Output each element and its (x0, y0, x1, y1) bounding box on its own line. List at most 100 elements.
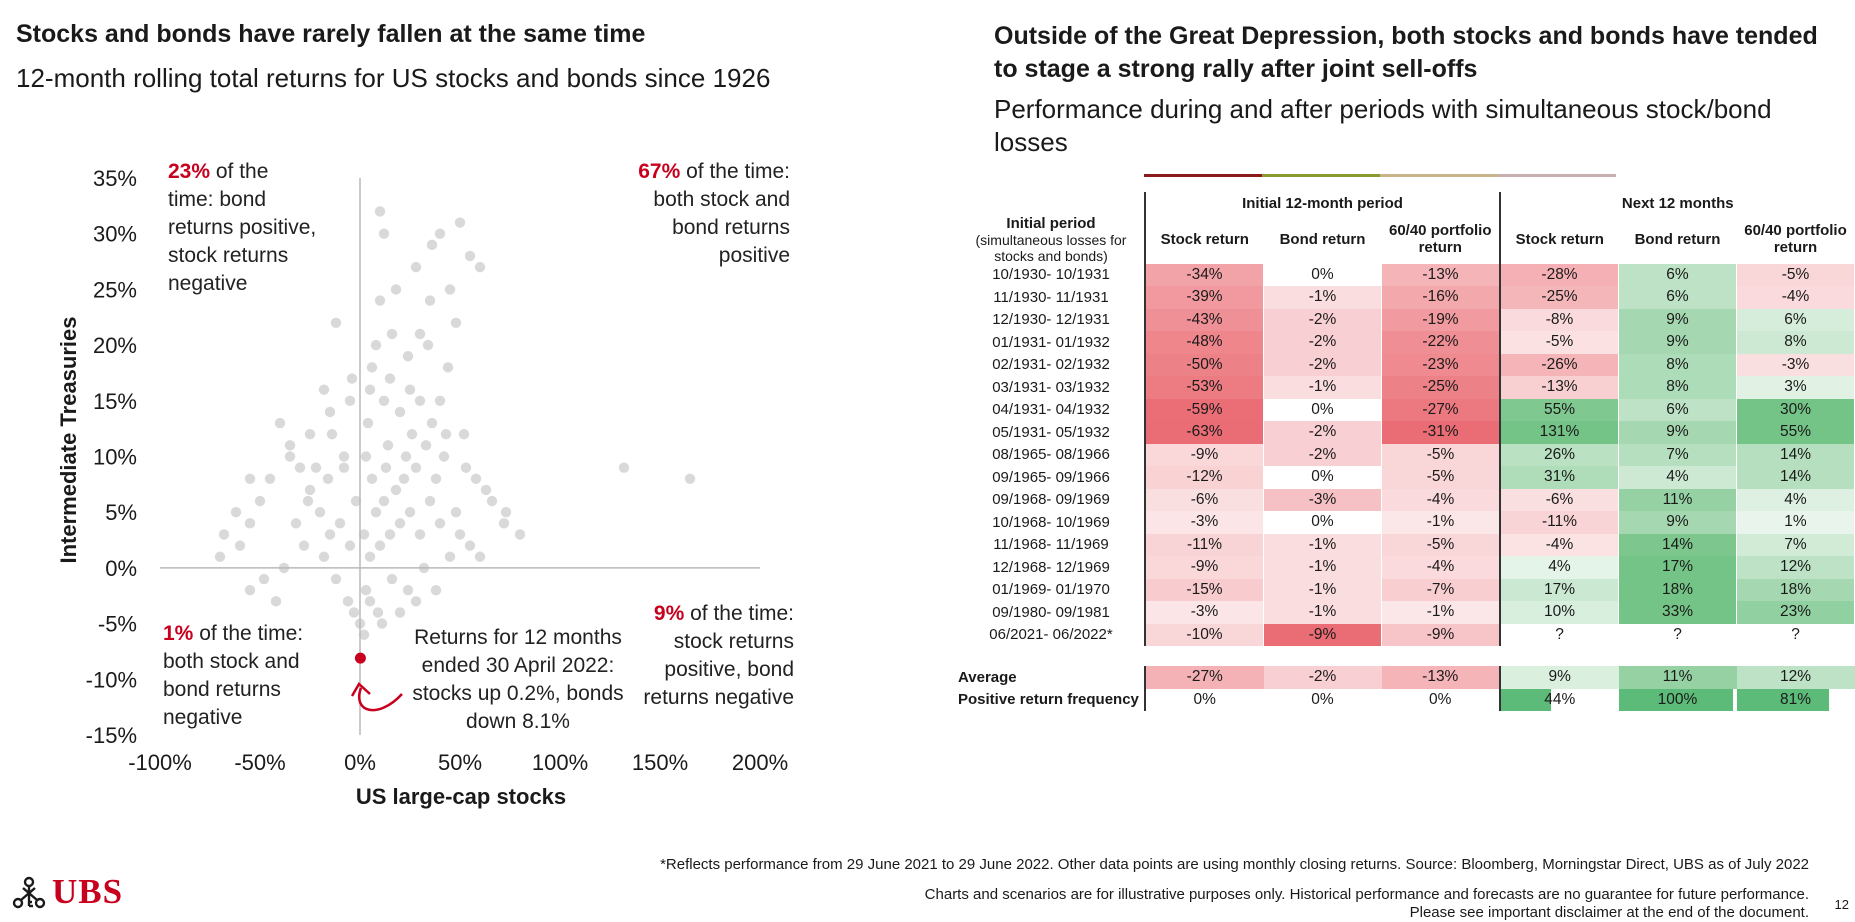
value-cell: 23% (1736, 601, 1855, 624)
scatter-point (364, 551, 376, 562)
value-cell: -2% (1263, 353, 1382, 376)
scatter-point (380, 462, 392, 473)
scatter-point (364, 384, 376, 395)
value-cell: -43% (1144, 308, 1264, 331)
scatter-point (450, 507, 462, 518)
value-cell: 30% (1736, 398, 1855, 421)
value-cell: -12% (1144, 466, 1264, 489)
value-cell: 9% (1618, 308, 1737, 331)
value-cell: -1% (1263, 286, 1382, 309)
table-row: 04/1931- 04/1932 -59% 0% -27% 55% 6% 30% (958, 398, 1855, 421)
table-row: 09/1980- 09/1981 -3% -1% -1% 10% 33% 23% (958, 601, 1855, 624)
scatter-point (414, 529, 426, 540)
value-cell: 6% (1618, 263, 1737, 286)
scatter-point (330, 573, 342, 585)
latest-text-1: Returns for 12 months (414, 626, 622, 649)
scatter-point (404, 384, 416, 395)
scatter-point (454, 529, 466, 540)
value-cell: 0% (1263, 511, 1382, 534)
value-cell: 18% (1736, 578, 1855, 601)
table-row: 02/1931- 02/1932 -50% -2% -23% -26% 8% -3% (958, 353, 1855, 376)
scatter-point (390, 484, 402, 496)
quadrant-3-text-1: of the time: (193, 622, 304, 645)
period-cell: 10/1930- 10/1931 (992, 266, 1110, 284)
scatter-point (410, 261, 422, 273)
left-chart-subtitle: 12-month rolling total returns for US st… (16, 63, 771, 93)
value-cell: -9% (1144, 556, 1264, 579)
row-header-title: Initial period (1006, 214, 1096, 232)
value-cell: -1% (1263, 601, 1382, 624)
y-tick-label: 35% (93, 166, 137, 191)
value-cell: -6% (1144, 488, 1264, 511)
table-row: 10/1968- 10/1969 -3% 0% -1% -11% 9% 1% (958, 511, 1855, 534)
quadrant-1-text-3: bond returns (672, 216, 790, 239)
scatter-point (440, 429, 452, 440)
period-cell: 08/1965- 08/1966 (992, 446, 1110, 464)
value-cell: -3% (1263, 488, 1382, 511)
y-tick-label: 5% (105, 500, 137, 525)
value-cell: -4% (1381, 488, 1501, 511)
scatter-point (464, 250, 476, 262)
value-cell: 131% (1499, 421, 1619, 444)
value-cell: -5% (1381, 466, 1501, 489)
quadrant-2-text-3: returns positive, (168, 216, 317, 239)
scatter-point (514, 529, 526, 540)
value-cell: -15% (1144, 578, 1264, 601)
y-tick-label: 15% (93, 389, 137, 414)
value-cell: 1% (1736, 511, 1855, 534)
scatter-point (370, 339, 382, 351)
frequency-value: 81% (1779, 690, 1812, 708)
frequency-value: 0% (1311, 690, 1334, 708)
y-tick-label: 0% (105, 556, 137, 581)
column-header: Bond return (1279, 230, 1366, 248)
period-cell: 12/1968- 12/1969 (992, 558, 1110, 576)
scatter-point (394, 518, 406, 529)
table-row: 11/1968- 11/1969 -11% -1% -5% -4% 14% 7% (958, 533, 1855, 556)
value-cell: 11% (1618, 488, 1737, 511)
scatter-axes-layer (160, 178, 760, 735)
scatter-point (344, 540, 356, 551)
scatter-point (294, 462, 306, 473)
table-row: 11/1930- 11/1931 -39% -1% -16% -25% 6% -4% (958, 286, 1855, 309)
value-cell: -3% (1144, 511, 1264, 534)
value-cell: ? (1618, 623, 1737, 646)
scatter-point (422, 339, 434, 351)
value-cell: -11% (1144, 533, 1264, 556)
scatter-point (406, 429, 418, 440)
period-cell: 06/2021- 06/2022* (989, 626, 1113, 644)
scatter-chart: -100% -50% 0% 50% 100% 150% 200% 35% 30% 25% 20% 15… (56, 166, 789, 809)
average-cell: -27% (1144, 666, 1264, 689)
scatter-point (214, 551, 226, 562)
performance-table: Initial 12-month period Next 12 months Ini… (958, 192, 1855, 711)
scatter-ticks-layer: -100% -50% 0% 50% 100% 150% 200% 35% 30% 25% 20% 15… (86, 166, 789, 775)
table-group-header-row: Initial 12-month period Next 12 months (958, 192, 1855, 215)
value-cell: -1% (1381, 511, 1501, 534)
x-tick-label: 200% (732, 750, 788, 775)
value-cell: -26% (1499, 353, 1619, 376)
scatter-point (326, 429, 338, 440)
scatter-point (370, 507, 382, 518)
scatter-point (318, 551, 330, 562)
ubs-logo-text: UBS (52, 872, 124, 911)
scatter-point (438, 451, 450, 462)
scatter-point (366, 473, 378, 484)
scatter-point (318, 384, 330, 395)
value-cell: 12% (1736, 556, 1855, 579)
scatter-point (284, 440, 296, 451)
value-cell: 14% (1736, 466, 1855, 489)
quadrant-4-text-2: stock returns (673, 630, 794, 653)
quadrant-2-text-1: of the (210, 160, 269, 183)
scatter-point (480, 484, 492, 496)
right-table-title: Outside of the Great Depression, both st… (994, 22, 1818, 83)
period-cell: 09/1968- 09/1969 (992, 491, 1110, 509)
column-header: 60/40 portfolio return (1744, 222, 1847, 256)
value-cell: -1% (1263, 533, 1382, 556)
value-cell: -1% (1381, 601, 1501, 624)
value-cell: -31% (1381, 421, 1501, 444)
scatter-point (420, 440, 432, 451)
y-tick-label: -15% (86, 723, 137, 748)
value-cell: -2% (1263, 443, 1382, 466)
scatter-point (430, 473, 442, 484)
quadrant-1-text-4: positive (718, 244, 790, 267)
period-cell: 10/1968- 10/1969 (992, 513, 1110, 531)
